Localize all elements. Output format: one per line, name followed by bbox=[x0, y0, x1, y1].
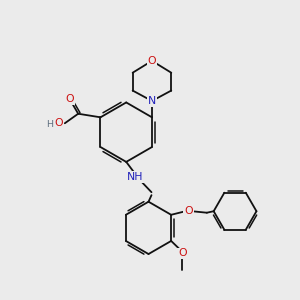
Text: H: H bbox=[46, 120, 53, 129]
Text: O: O bbox=[178, 248, 187, 258]
Text: O: O bbox=[148, 56, 156, 66]
Text: O: O bbox=[66, 94, 74, 104]
Text: NH: NH bbox=[127, 172, 143, 182]
Text: N: N bbox=[148, 96, 156, 106]
Text: O: O bbox=[55, 118, 63, 128]
Text: O: O bbox=[184, 206, 193, 216]
